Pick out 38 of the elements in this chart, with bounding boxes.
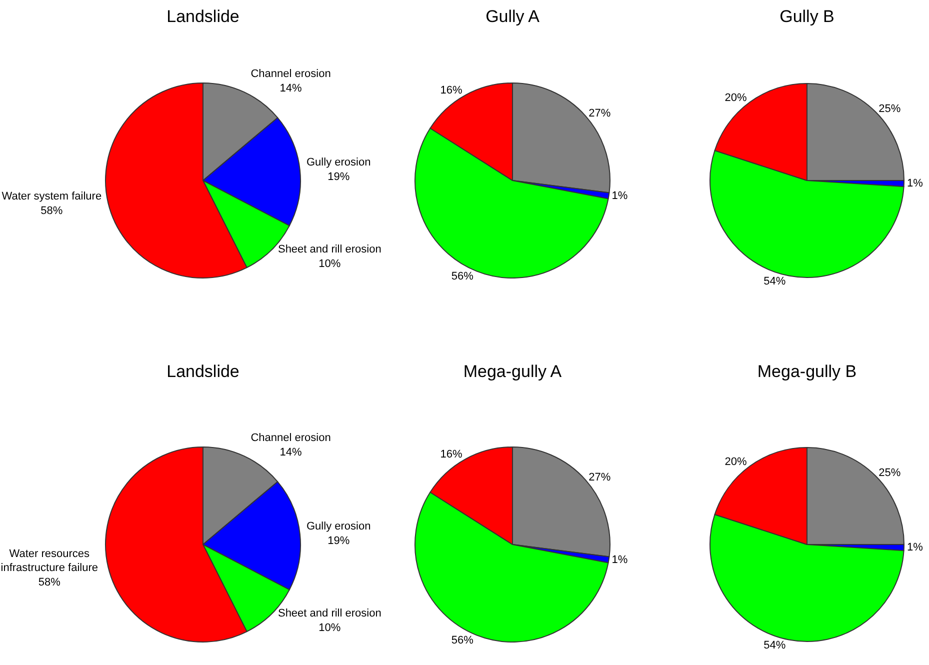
data-label: 19%	[328, 534, 350, 547]
data-label: 25%	[878, 102, 901, 115]
data-label: 58%	[40, 204, 63, 217]
slice-label: Water resources infrastructure failure	[0, 548, 98, 574]
data-label: 14%	[280, 446, 302, 458]
data-label: 16%	[440, 448, 463, 460]
data-label: 10%	[318, 258, 341, 270]
data-label: 27%	[588, 471, 611, 484]
data-label: 1%	[906, 542, 924, 554]
chart-title: Landslide	[166, 362, 240, 382]
data-label: 1%	[612, 190, 628, 202]
data-label: 56%	[451, 270, 474, 282]
data-label: 16%	[440, 84, 463, 96]
data-label: 10%	[318, 622, 341, 634]
data-label: 27%	[588, 107, 611, 120]
data-label: 1%	[906, 178, 924, 190]
chart-title: Mega-gully A	[463, 362, 562, 382]
data-label: 14%	[280, 82, 302, 94]
slice-label: Channel erosion	[250, 432, 331, 444]
data-label: 54%	[764, 640, 786, 652]
slice-label: Sheet and rill erosion	[278, 608, 382, 620]
slice-label: Sheet and rill erosion	[278, 244, 382, 256]
data-label: 56%	[451, 634, 474, 646]
data-label: 58%	[38, 576, 61, 588]
data-label: 1%	[612, 554, 628, 566]
slice-label: Channel erosion	[250, 68, 331, 80]
chart-title: Gully B	[780, 6, 834, 26]
data-label: 20%	[724, 92, 747, 104]
data-label: 54%	[764, 276, 786, 288]
data-label: 25%	[878, 466, 901, 479]
data-label: 20%	[724, 456, 747, 468]
chart-title: Gully A	[486, 6, 540, 26]
chart-title: Mega-gully B	[757, 362, 857, 382]
slice-label: Water system failure	[2, 190, 102, 203]
chart-title: Landslide	[166, 6, 240, 26]
data-label: 19%	[328, 170, 350, 183]
slice-label: Gully erosion	[306, 520, 371, 533]
slice-label: Gully erosion	[306, 156, 371, 169]
